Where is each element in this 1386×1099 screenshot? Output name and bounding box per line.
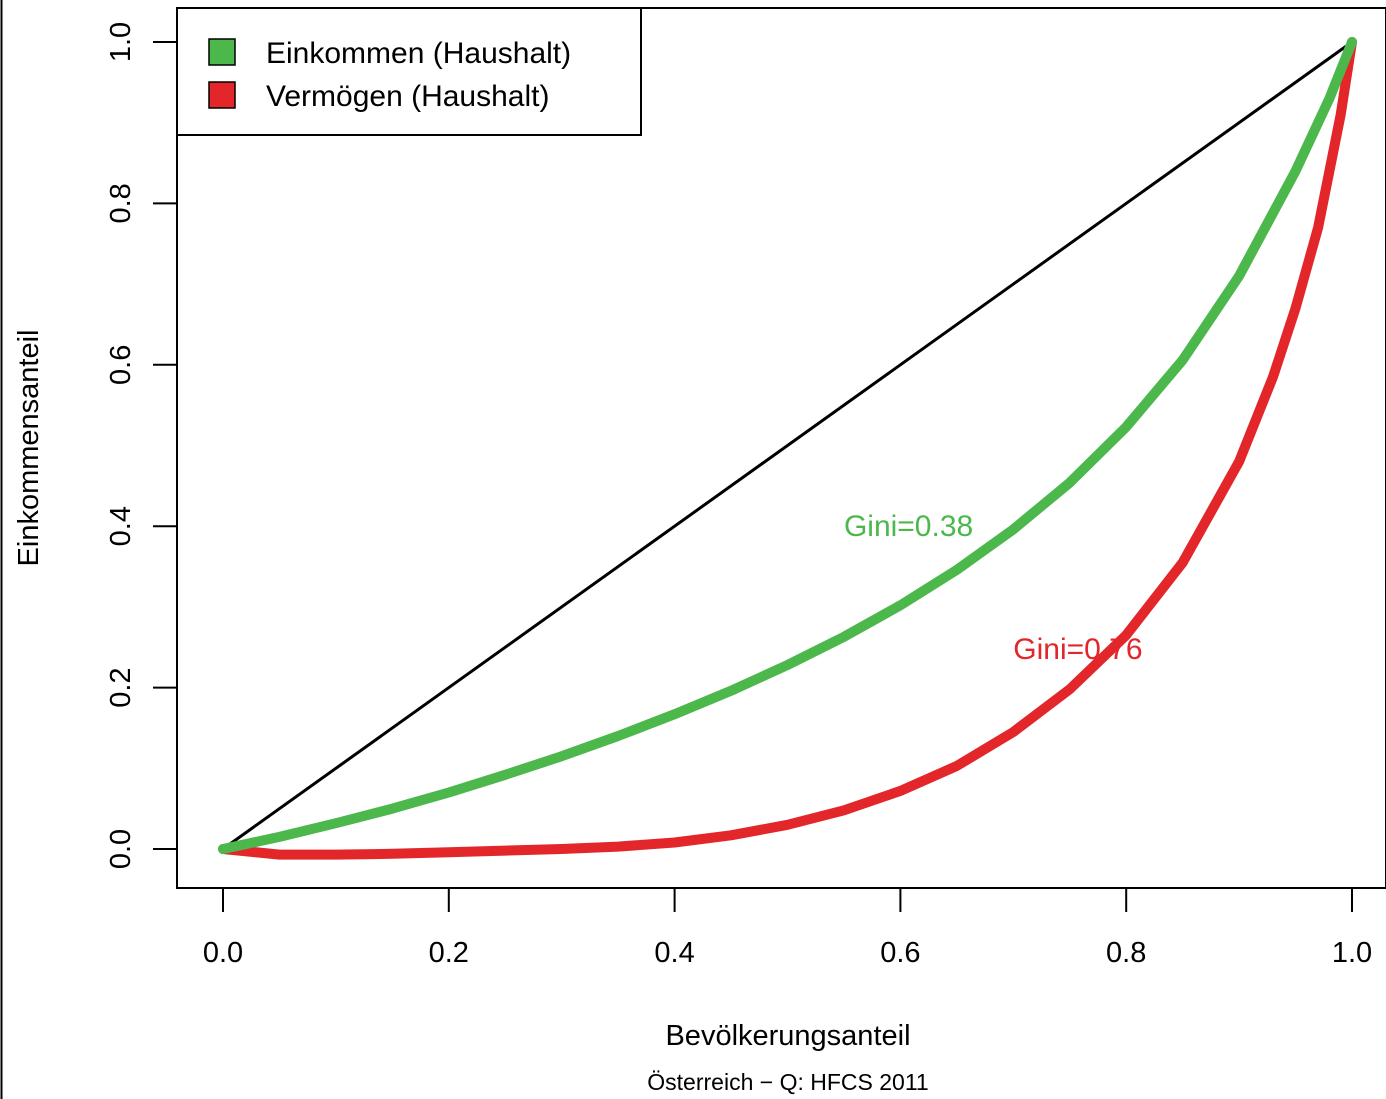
y-axis: 0.0 0.2 0.4 0.6 0.8 1.0: [105, 22, 178, 869]
x-tick-label: 0.8: [1106, 937, 1146, 969]
y-axis-title: Einkommensanteil: [13, 330, 45, 567]
source-caption: Österreich − Q: HFCS 2011: [647, 1069, 928, 1095]
legend-label-vermoegen: Vermögen (Haushalt): [266, 80, 549, 113]
legend: Einkommen (Haushalt) Vermögen (Haushalt): [176, 7, 642, 136]
y-tick-label: 0.0: [105, 829, 137, 869]
x-tick-label: 0.6: [880, 937, 920, 969]
legend-swatch-einkommen: [208, 38, 236, 66]
legend-swatch-vermoegen: [208, 81, 236, 109]
series-line-einkommen: [218, 37, 1357, 854]
x-tick-label: 0.2: [429, 937, 469, 969]
gini-label-vermoegen: Gini=0.76: [1013, 633, 1142, 666]
plot-lines: [218, 37, 1357, 860]
x-tick-label: 0.4: [654, 937, 694, 969]
gini-label-einkommen: Gini=0.38: [844, 510, 973, 543]
x-axis: 0.0 0.2 0.4 0.6 0.8 1.0: [203, 887, 1372, 969]
equality-line: [222, 40, 1353, 851]
y-tick-label: 0.8: [105, 183, 137, 223]
y-tick-label: 0.6: [105, 345, 137, 385]
x-axis-title: Bevölkerungsanteil: [665, 1020, 910, 1052]
series-line-vermoegen: [218, 37, 1357, 860]
x-tick-label: 1.0: [1332, 937, 1372, 969]
annotations: Gini=0.38 Gini=0.76: [844, 510, 1143, 666]
x-tick-label: 0.0: [203, 937, 243, 969]
y-tick-label: 1.0: [105, 22, 137, 62]
legend-label-einkommen: Einkommen (Haushalt): [266, 37, 571, 70]
y-tick-label: 0.4: [105, 506, 137, 546]
legend-box: [176, 7, 642, 136]
y-tick-label: 0.2: [105, 667, 137, 707]
